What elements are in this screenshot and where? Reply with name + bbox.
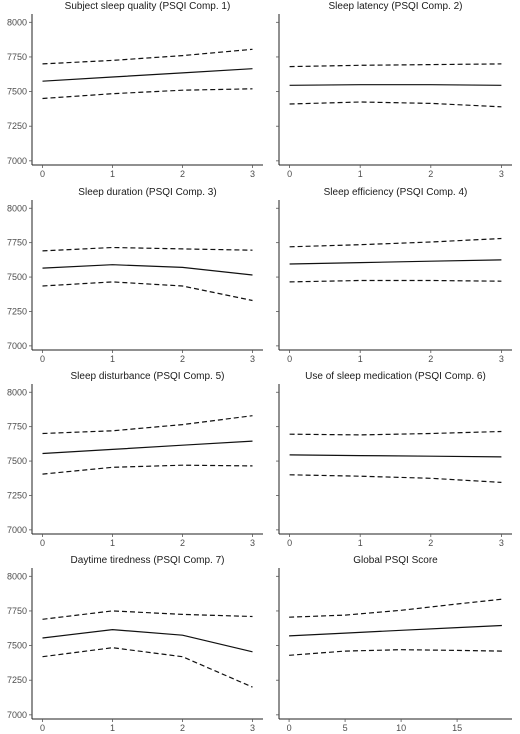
lower-ci-line [42,88,253,100]
y-tick-label: 7250 [7,675,27,685]
x-tick-label: 1 [358,538,363,548]
y-tick-label: 7250 [7,306,27,316]
x-tick-label: 2 [180,354,185,364]
estimate-line [289,84,502,86]
panel-title: Sleep efficiency (PSQI Comp. 4) [324,187,468,198]
y-tick-label: 7500 [7,641,27,651]
estimate-line [289,259,502,265]
panel-sleep-efficiency-psqi-comp-4: Sleep efficiency (PSQI Comp. 4) 0 1 2 3 [276,187,512,364]
lower-ci-line [42,281,253,302]
x-tick-label: 0 [40,354,45,364]
upper-ci-line [289,63,502,68]
x-tick-label: 0 [287,723,292,733]
x-tick-label: 3 [499,354,504,364]
y-tick-label: 7750 [7,52,27,62]
panel-title: Sleep disturbance (PSQI Comp. 5) [71,371,225,382]
y-tick-label: 8000 [7,17,27,27]
x-tick-label: 2 [180,538,185,548]
x-tick-label: 3 [499,538,504,548]
y-tick-label: 7000 [7,525,27,535]
panel-title: Daytime tiredness (PSQI Comp. 7) [71,555,225,566]
panel-sleep-disturbance-psqi-comp-5: Sleep disturbance (PSQI Comp. 5) 7000 7250… [7,371,263,548]
x-tick-label: 3 [250,354,255,364]
x-tick-label: 1 [110,538,115,548]
x-tick-label: 0 [40,723,45,733]
estimate-line [42,264,253,276]
panel-sleep-duration-psqi-comp-3: Sleep duration (PSQI Comp. 3) 7000 7250 750… [7,187,263,364]
estimate-line [42,628,253,653]
lower-ci-line [289,649,502,656]
x-tick-label: 2 [428,354,433,364]
upper-ci-line [42,246,253,252]
y-tick-label: 7750 [7,422,27,432]
estimate-line [42,440,253,455]
y-tick-label: 7500 [7,456,27,466]
upper-ci-line [289,598,502,618]
y-tick-label: 7000 [7,156,27,166]
estimate-line [289,454,502,458]
x-tick-label: 5 [343,723,348,733]
panel-global-psqi-score: Global PSQI Score 0 5 10 15 [276,555,512,733]
x-tick-label: 0 [287,354,292,364]
y-tick-label: 7000 [7,341,27,351]
x-tick-label: 3 [499,169,504,179]
panel-title: Global PSQI Score [353,555,438,566]
x-tick-label: 0 [287,169,292,179]
lower-ci-line [42,464,253,475]
lower-ci-line [42,647,253,688]
x-tick-label: 1 [110,723,115,733]
panel-use-of-sleep-medication-psqi-comp-6: Use of sleep medication (PSQI Comp. 6) 0 1… [276,371,512,548]
upper-ci-line [289,430,502,436]
panel-title: Sleep latency (PSQI Comp. 2) [329,1,463,12]
x-tick-label: 2 [180,723,185,733]
x-tick-label: 15 [452,723,462,733]
estimate-line [289,624,502,637]
estimate-line [42,68,253,82]
y-tick-label: 8000 [7,387,27,397]
panel-sleep-latency-psqi-comp-2: Sleep latency (PSQI Comp. 2) 0 1 2 3 [276,1,512,179]
upper-ci-line [42,610,253,620]
x-tick-label: 3 [250,538,255,548]
x-tick-label: 2 [428,538,433,548]
x-tick-label: 2 [428,169,433,179]
x-tick-label: 3 [250,169,255,179]
y-tick-label: 7750 [7,238,27,248]
y-tick-label: 7750 [7,606,27,616]
y-tick-label: 7500 [7,272,27,282]
x-tick-label: 3 [250,723,255,733]
lower-ci-line [289,101,502,108]
panel-daytime-tiredness-psqi-comp-7: Daytime tiredness (PSQI Comp. 7) 7000 7250… [7,555,263,733]
panel-title: Subject sleep quality (PSQI Comp. 1) [65,1,231,12]
x-tick-label: 1 [110,354,115,364]
x-tick-label: 0 [40,169,45,179]
x-tick-label: 0 [40,538,45,548]
x-tick-label: 10 [396,723,406,733]
panel-subject-sleep-quality-psqi-comp-1: Subject sleep quality (PSQI Comp. 1) 7000… [7,1,263,179]
y-tick-label: 8000 [7,203,27,213]
panel-title: Sleep duration (PSQI Comp. 3) [78,187,216,198]
panel-title: Use of sleep medication (PSQI Comp. 6) [305,371,486,382]
x-tick-label: 1 [358,169,363,179]
upper-ci-line [42,48,253,65]
y-tick-label: 7500 [7,87,27,97]
y-tick-label: 8000 [7,571,27,581]
lower-ci-line [289,474,502,483]
lower-ci-line [289,279,502,283]
upper-ci-line [42,415,253,435]
upper-ci-line [289,237,502,248]
x-tick-label: 1 [110,169,115,179]
x-tick-label: 1 [358,354,363,364]
y-tick-label: 7000 [7,710,27,720]
y-tick-label: 7250 [7,121,27,131]
x-tick-label: 0 [287,538,292,548]
x-tick-label: 2 [180,169,185,179]
y-tick-label: 7250 [7,490,27,500]
